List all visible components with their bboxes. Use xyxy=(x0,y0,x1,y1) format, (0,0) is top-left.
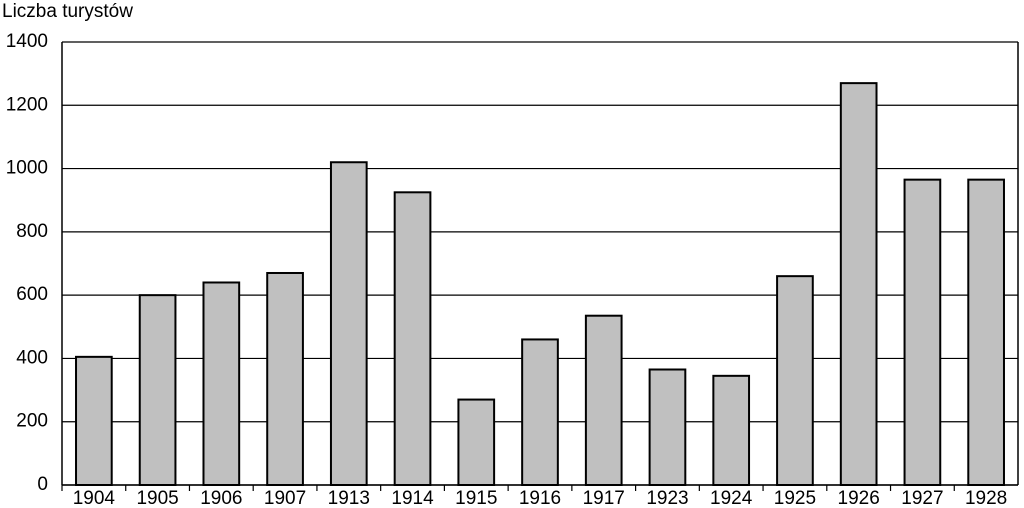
x-tick-label: 1914 xyxy=(391,488,434,508)
y-tick-label: 1000 xyxy=(6,158,48,179)
x-tick-label: 1923 xyxy=(646,488,688,508)
x-tick-label: 1927 xyxy=(901,488,943,508)
x-tick-label: 1926 xyxy=(838,488,880,508)
bar xyxy=(521,338,559,487)
y-axis-label: Liczba turystów xyxy=(2,1,133,22)
x-tick-label: 1916 xyxy=(519,488,561,508)
y-tick-label: 600 xyxy=(16,284,48,305)
bar xyxy=(75,355,113,486)
bar xyxy=(967,178,1005,486)
bar xyxy=(903,178,942,486)
x-tick-label: 1917 xyxy=(583,488,625,508)
y-tick-label: 0 xyxy=(37,474,48,495)
x-tick-label: 1928 xyxy=(965,488,1007,508)
y-tick-label: 200 xyxy=(16,411,48,432)
bar xyxy=(393,191,432,487)
x-tick-label: 1907 xyxy=(264,488,306,508)
x-tick-label: 1905 xyxy=(136,488,178,508)
x-tick-label: 1915 xyxy=(455,488,497,508)
y-tick-label: 1200 xyxy=(6,94,48,115)
bar xyxy=(329,161,368,486)
bar xyxy=(839,82,878,486)
y-tick-label: 1400 xyxy=(6,31,48,52)
bar xyxy=(457,398,496,487)
x-tick-label: 1913 xyxy=(328,488,370,508)
y-tick-label: 800 xyxy=(16,221,48,242)
x-tick-label: 1925 xyxy=(774,488,816,508)
bar xyxy=(138,294,177,486)
bar xyxy=(202,281,241,486)
x-tick-label: 1924 xyxy=(710,488,753,508)
bar xyxy=(776,275,814,486)
bar xyxy=(648,368,687,486)
bar xyxy=(584,314,623,487)
x-tick-label: 1906 xyxy=(200,488,242,508)
bar xyxy=(712,374,751,487)
bar xyxy=(266,271,304,486)
y-tick-label: 400 xyxy=(16,347,48,368)
x-tick-label: 1904 xyxy=(73,488,116,508)
